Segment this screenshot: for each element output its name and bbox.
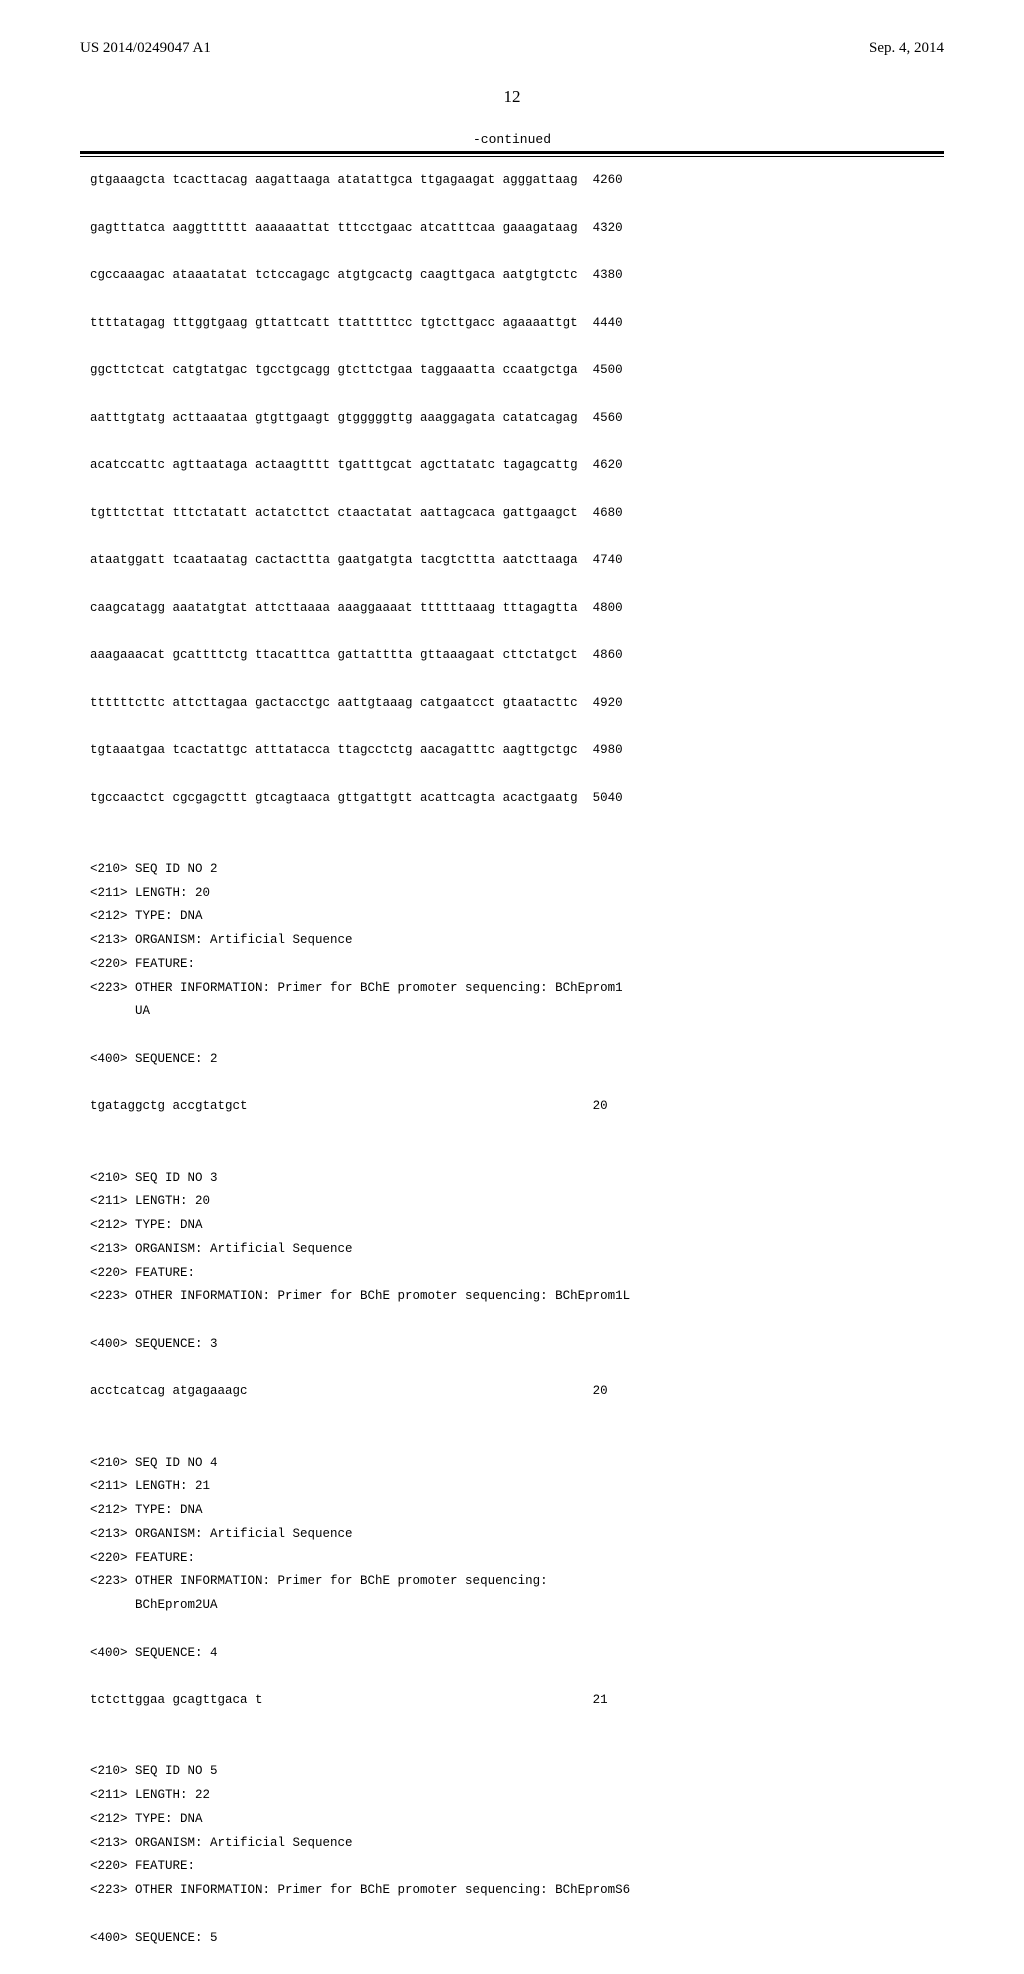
rule-top-thick	[80, 151, 944, 154]
patent-page: US 2014/0249047 A1 Sep. 4, 2014 12 -cont…	[0, 0, 1024, 1320]
publication-number: US 2014/0249047 A1	[80, 40, 211, 57]
page-header: US 2014/0249047 A1 Sep. 4, 2014	[80, 40, 944, 57]
page-number: 12	[80, 87, 944, 107]
rule-top-thin	[80, 156, 944, 157]
publication-date: Sep. 4, 2014	[869, 40, 944, 57]
continued-label: -continued	[80, 132, 944, 147]
sequence-listing: gtgaaagcta tcacttacag aagattaaga atatatt…	[90, 169, 944, 1974]
